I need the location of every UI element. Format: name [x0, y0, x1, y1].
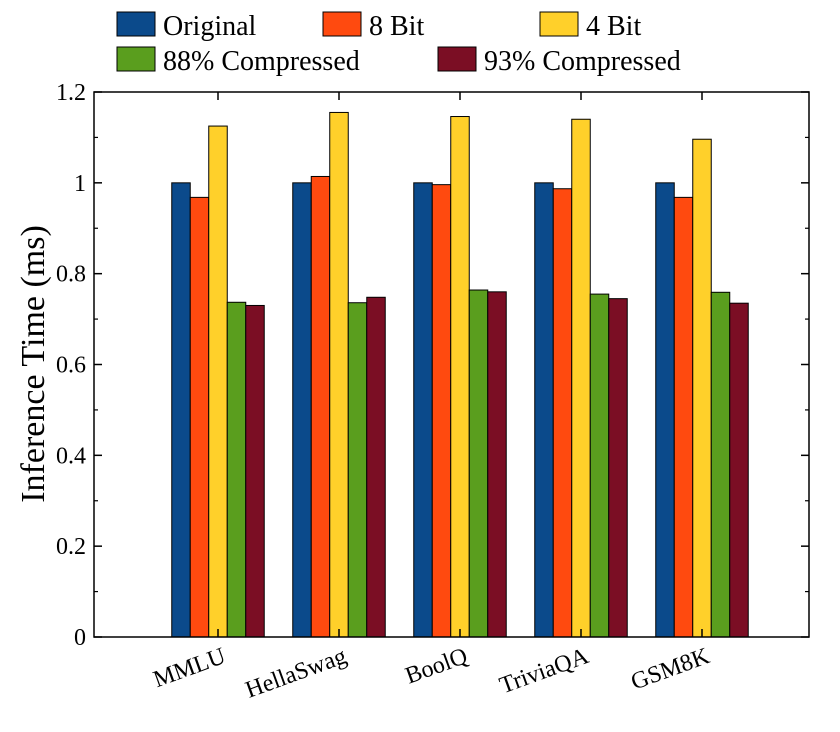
x-tick-label-mmlu: MMLU [150, 643, 229, 693]
axis-ticks [94, 91, 809, 638]
legend-label: 88% Compressed [163, 46, 360, 77]
legend-item-original: Original [116, 11, 257, 42]
bar-boolq-93pct-compressed [487, 291, 507, 638]
y-tick-labels: 0 0.2 0.4 0.6 0.8 1 1.2 [56, 80, 86, 651]
legend-label: Original [163, 11, 257, 42]
x-tick-label-gsm8k: GSM8K [628, 643, 714, 695]
bar-triviaqa-93pct-compressed [608, 298, 628, 638]
bar-gsm8k-original [655, 182, 675, 638]
bar-boolq-8-bit [431, 184, 452, 638]
legend-item-8-bit: 8 Bit [322, 11, 424, 42]
bar-hellaswag-93pct-compressed [366, 296, 386, 638]
bar-boolq-original [413, 182, 433, 638]
y-tick-label: 0.6 [56, 353, 86, 379]
bar-triviaqa-8-bit [552, 188, 573, 638]
bar-triviaqa-88pct-compressed [589, 293, 610, 638]
bars [171, 111, 749, 638]
bar-hellaswag-8-bit [310, 175, 331, 638]
bar-mmlu-original [171, 182, 191, 638]
legend-swatch [116, 46, 156, 72]
y-tick-label: 0 [74, 625, 86, 651]
bar-triviaqa-4-bit [571, 118, 591, 638]
legend-swatch [437, 46, 477, 72]
bar-mmlu-4-bit [208, 125, 228, 638]
bar-boolq-4-bit [450, 116, 470, 638]
y-tick-label: 0.2 [56, 534, 86, 560]
x-tick-label-hellaswag: HellaSwag [242, 643, 350, 703]
y-tick-label: 0.8 [56, 262, 86, 288]
x-tick-label-triviaqa: TriviaQA [496, 643, 592, 699]
bar-boolq-88pct-compressed [468, 289, 489, 638]
legend-label: 4 Bit [586, 11, 641, 42]
x-tick-labels: MMLU HellaSwag BoolQ TriviaQA GSM8K [150, 643, 714, 704]
bar-gsm8k-88pct-compressed [710, 291, 731, 638]
legend-item-93pct-compressed: 93% Compressed [437, 46, 681, 77]
bar-gsm8k-93pct-compressed [729, 302, 749, 638]
bar-gsm8k-8-bit [673, 196, 694, 638]
y-axis-label: Inference Time (ms) [15, 225, 52, 503]
legend-item-88pct-compressed: 88% Compressed [116, 46, 360, 77]
bar-hellaswag-4-bit [329, 111, 349, 638]
legend-swatch [322, 11, 362, 37]
bar-mmlu-88pct-compressed [226, 301, 247, 638]
legend-label: 93% Compressed [484, 46, 681, 77]
legend-item-4-bit: 4 Bit [539, 11, 641, 42]
bar-mmlu-8-bit [189, 196, 210, 638]
x-tick-label-boolq: BoolQ [402, 643, 471, 689]
bar-gsm8k-4-bit [692, 138, 712, 638]
legend-swatch [116, 11, 156, 37]
bar-mmlu-93pct-compressed [245, 304, 265, 638]
y-tick-label: 1 [74, 171, 86, 197]
bar-hellaswag-88pct-compressed [347, 302, 368, 638]
legend: Original 8 Bit 4 Bit 88% Compressed 93% Comp… [116, 11, 681, 77]
y-tick-label: 0.4 [56, 443, 86, 469]
y-tick-label: 1.2 [56, 80, 86, 106]
bar-hellaswag-original [292, 182, 312, 638]
legend-label: 8 Bit [369, 11, 424, 42]
legend-swatch [539, 11, 579, 37]
bar-triviaqa-original [534, 182, 554, 638]
